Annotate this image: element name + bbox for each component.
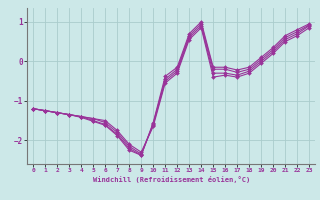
- X-axis label: Windchill (Refroidissement éolien,°C): Windchill (Refroidissement éolien,°C): [92, 176, 250, 183]
